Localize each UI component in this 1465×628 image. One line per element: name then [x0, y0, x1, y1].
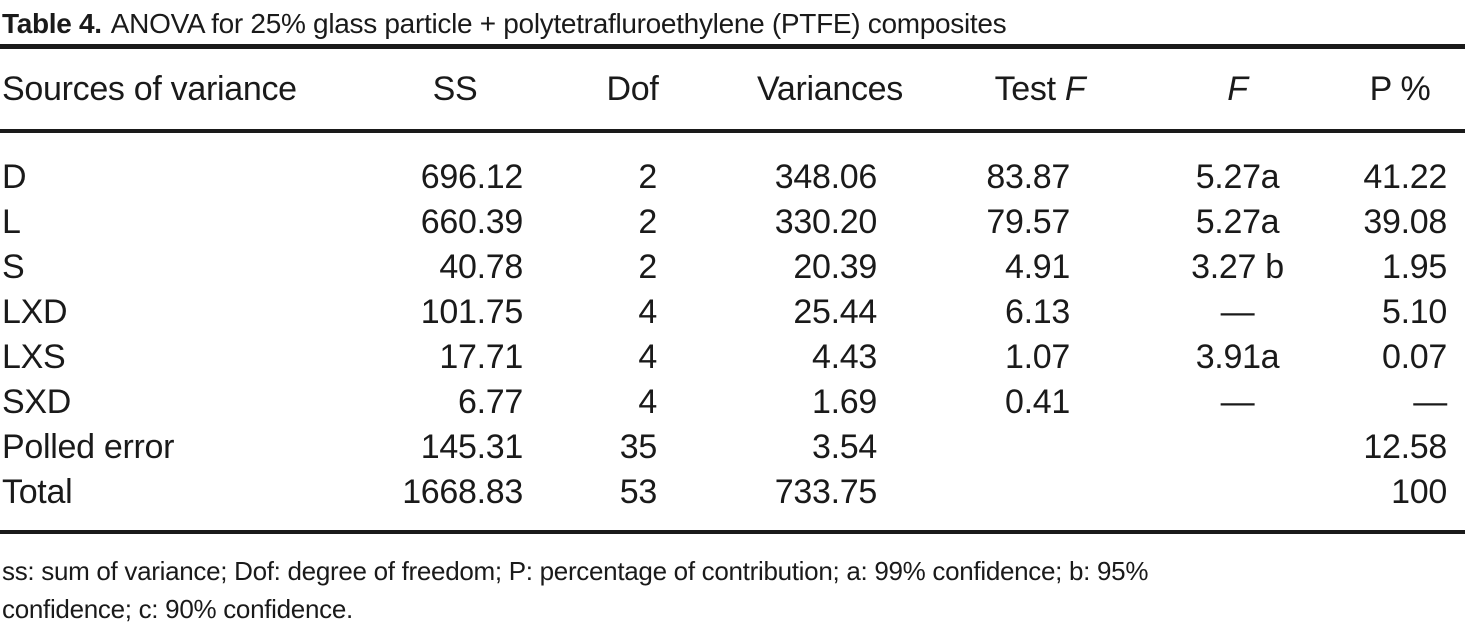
table-row-l: L 660.39 2 330.20 79.57 5.27a 39.08 — [0, 200, 1465, 245]
cell-f — [1140, 425, 1335, 470]
cell-ss: 17.71 — [439, 338, 523, 376]
table-row-total: Total 1668.83 53 733.75 100 — [0, 470, 1465, 532]
cell-variances: 25.44 — [793, 293, 877, 331]
cell-test-f: 0.41 — [1005, 383, 1070, 421]
cell-f: 5.27a — [1195, 158, 1280, 196]
cell-test-f: 4.91 — [1005, 248, 1070, 286]
cell-source: L — [2, 203, 21, 241]
cell-ss: 660.39 — [420, 203, 524, 241]
cell-test-f — [940, 470, 1140, 532]
footnote-line-2: confidence; c: 90% confidence. — [2, 594, 353, 624]
table-row-s: S 40.78 2 20.39 4.91 3.27 b 1.95 — [0, 245, 1465, 290]
table-row-polled-error: Polled error 145.31 35 3.54 12.58 — [0, 425, 1465, 470]
column-header-ss: SS — [365, 49, 545, 133]
anova-table: Sources of variance SS Dof Variances Tes… — [0, 49, 1465, 534]
cell-source: S — [2, 248, 25, 286]
table-row-lxd: LXD 101.75 4 25.44 6.13 — 5.10 — [0, 290, 1465, 335]
cell-f: 5.27a — [1195, 203, 1280, 241]
cell-dof: 4 — [638, 293, 657, 331]
cell-f: 3.91a — [1195, 338, 1280, 376]
cell-f — [1140, 470, 1335, 532]
cell-f: — — [1220, 293, 1255, 331]
table-row-d: D 696.12 2 348.06 83.87 5.27a 41.22 — [0, 131, 1465, 200]
cell-variances: 4.43 — [812, 338, 877, 376]
cell-dof: 35 — [619, 428, 658, 466]
cell-variances: 20.39 — [793, 248, 877, 286]
cell-f: — — [1220, 383, 1255, 421]
cell-ss: 40.78 — [439, 248, 523, 286]
column-header-f: F — [1140, 49, 1335, 133]
column-header-test-f: Test F — [940, 49, 1140, 133]
cell-source: LXD — [2, 293, 68, 331]
cell-ss: 1668.83 — [402, 473, 523, 511]
cell-ss: 101.75 — [420, 293, 524, 331]
cell-test-f: 6.13 — [1005, 293, 1070, 331]
column-header-p-percent: P % — [1335, 49, 1465, 133]
cell-p: 100 — [1391, 473, 1447, 511]
paper-table-page: Table 4. ANOVA for 25% glass particle + p… — [0, 4, 1465, 628]
column-header-sources-of-variance: Sources of variance — [0, 49, 365, 133]
cell-variances: 3.54 — [812, 428, 877, 466]
cell-p: 41.22 — [1363, 158, 1447, 196]
table-footnote: ss: sum of variance; Dof: degree of free… — [2, 552, 1465, 628]
cell-test-f — [940, 425, 1140, 470]
cell-variances: 733.75 — [774, 473, 878, 511]
cell-ss: 6.77 — [458, 383, 523, 421]
caption-label: Table 4. — [2, 8, 102, 39]
cell-dof: 2 — [638, 158, 657, 196]
cell-variances: 348.06 — [774, 158, 878, 196]
table-row-lxs: LXS 17.71 4 4.43 1.07 3.91a 0.07 — [0, 335, 1465, 380]
cell-p: 12.58 — [1363, 428, 1447, 466]
cell-variances: 1.69 — [812, 383, 877, 421]
footnote-line-1: ss: sum of variance; Dof: degree of free… — [2, 556, 1149, 586]
cell-ss: 145.31 — [420, 428, 524, 466]
table-body: D 696.12 2 348.06 83.87 5.27a 41.22 L 66… — [0, 131, 1465, 532]
caption-text: ANOVA for 25% glass particle + polytetra… — [110, 8, 1007, 39]
cell-source: LXS — [2, 338, 66, 376]
cell-p: — — [1413, 383, 1447, 421]
cell-test-f: 83.87 — [986, 158, 1070, 196]
cell-dof: 53 — [619, 473, 658, 511]
cell-ss: 696.12 — [420, 158, 524, 196]
column-header-dof: Dof — [545, 49, 720, 133]
cell-dof: 4 — [638, 383, 657, 421]
cell-p: 1.95 — [1382, 248, 1447, 286]
cell-source: SXD — [2, 383, 72, 421]
cell-p: 0.07 — [1382, 338, 1447, 376]
cell-variances: 330.20 — [774, 203, 878, 241]
cell-f: 3.27 b — [1191, 248, 1284, 286]
cell-test-f: 1.07 — [1005, 338, 1070, 376]
table-row-sxd: SXD 6.77 4 1.69 0.41 — — — [0, 380, 1465, 425]
cell-dof: 4 — [638, 338, 657, 376]
cell-dof: 2 — [638, 248, 657, 286]
cell-p: 5.10 — [1382, 293, 1447, 331]
table-header-row: Sources of variance SS Dof Variances Tes… — [0, 49, 1465, 133]
column-header-variances: Variances — [720, 49, 940, 133]
cell-p: 39.08 — [1363, 203, 1447, 241]
cell-source: Polled error — [2, 428, 175, 466]
table-caption: Table 4. ANOVA for 25% glass particle + p… — [2, 4, 1465, 44]
top-rule — [0, 44, 1465, 49]
cell-test-f: 79.57 — [986, 203, 1070, 241]
cell-source: Total — [2, 473, 73, 511]
cell-dof: 2 — [638, 203, 657, 241]
cell-source: D — [2, 158, 27, 196]
